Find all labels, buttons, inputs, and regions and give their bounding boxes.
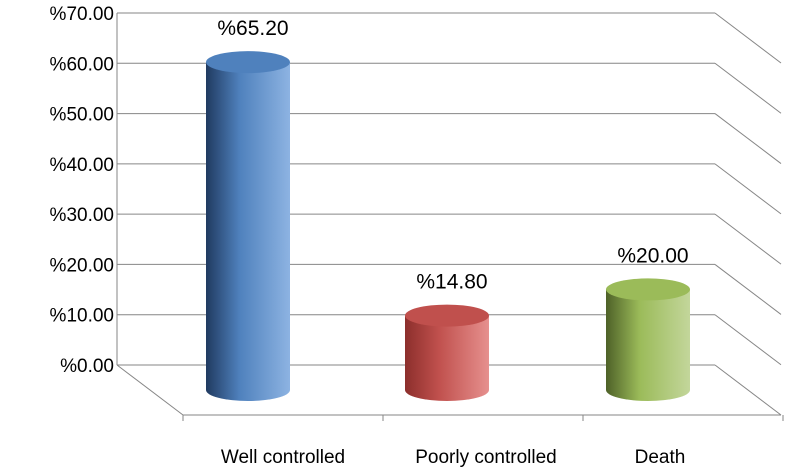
gridline-depth xyxy=(714,62,782,114)
y-tick-label: %60.00 xyxy=(50,54,114,75)
gridline-depth xyxy=(714,314,782,366)
bar-poorly-controlled xyxy=(405,304,489,401)
y-tick-label: %70.00 xyxy=(50,4,114,25)
data-label: %20.00 xyxy=(617,244,688,267)
x-category-label: Well controlled xyxy=(221,447,345,468)
x-axis-categories: Well controlled Poorly controlled Death xyxy=(221,447,685,468)
y-tick-label: %40.00 xyxy=(50,155,114,176)
bar-top xyxy=(606,278,690,301)
gridline-depth xyxy=(714,12,782,64)
bar-top xyxy=(405,304,489,327)
y-tick-label: %50.00 xyxy=(50,105,114,126)
x-category-label: Poorly controlled xyxy=(415,447,557,468)
bar-body xyxy=(606,289,690,401)
bar-well-controlled xyxy=(206,51,290,401)
data-labels: %65.20 %14.80 %20.00 xyxy=(217,17,688,293)
bar-body xyxy=(206,62,290,401)
data-label: %65.20 xyxy=(217,17,288,40)
gridline-depth xyxy=(714,364,782,416)
gridline-depth xyxy=(714,213,782,265)
bar-top xyxy=(206,51,290,74)
chart-walls xyxy=(116,13,784,421)
floor-left-edge xyxy=(116,364,184,416)
y-tick-label: %20.00 xyxy=(50,255,114,276)
x-category-label: Death xyxy=(635,447,686,468)
gridline-depth xyxy=(714,113,782,164)
data-label: %14.80 xyxy=(416,271,487,294)
gridline-depth xyxy=(714,264,782,315)
y-tick-label: %10.00 xyxy=(50,306,114,327)
gridline-depth xyxy=(714,163,782,215)
bar-body xyxy=(405,315,489,401)
y-tick-label: %0.00 xyxy=(60,356,114,377)
y-axis-ticks: %0.00 %10.00 %20.00 %30.00 %40.00 %50.00 %60.0… xyxy=(50,4,114,377)
y-tick-label: %30.00 xyxy=(50,205,114,226)
bar-death xyxy=(606,278,690,401)
bars xyxy=(206,51,690,401)
